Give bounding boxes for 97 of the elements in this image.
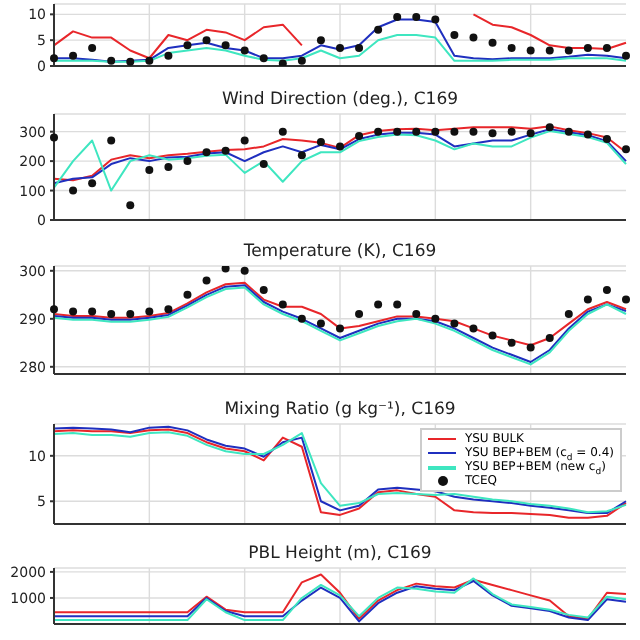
- point: [278, 127, 287, 136]
- point: [393, 127, 402, 136]
- point: [393, 300, 402, 309]
- point: [374, 25, 383, 34]
- point: [431, 15, 440, 24]
- point: [107, 136, 116, 145]
- point: [583, 295, 592, 304]
- point: [507, 43, 516, 52]
- point: [69, 51, 78, 60]
- point: [69, 186, 78, 195]
- point: [450, 31, 459, 39]
- point: [202, 36, 211, 45]
- point: [240, 46, 249, 55]
- point: [526, 343, 535, 352]
- point: [202, 148, 211, 157]
- point: [488, 129, 497, 138]
- point: [164, 305, 173, 314]
- point: [183, 290, 192, 299]
- point: [297, 151, 306, 160]
- point: [145, 165, 154, 174]
- point: [545, 334, 554, 342]
- point: [450, 127, 459, 136]
- point: [545, 46, 554, 55]
- chart-title: PBL Height (m), C169: [246, 544, 434, 564]
- point: [50, 305, 58, 314]
- point: [469, 33, 478, 42]
- point: [622, 51, 630, 60]
- point: [374, 300, 383, 309]
- point: [316, 36, 325, 45]
- chart-title: Temperature (K), C169: [241, 242, 439, 262]
- point: [469, 127, 478, 136]
- point: [316, 319, 325, 328]
- point: [221, 266, 230, 273]
- point: [145, 56, 154, 65]
- point: [507, 127, 516, 136]
- point: [336, 43, 344, 52]
- point: [297, 56, 306, 65]
- point: [259, 160, 268, 169]
- point: [240, 136, 249, 145]
- point: [107, 310, 116, 318]
- point: [602, 286, 611, 294]
- point: [107, 56, 116, 65]
- point: [69, 307, 78, 316]
- point: [336, 324, 344, 333]
- point: [202, 276, 211, 285]
- point: [622, 295, 630, 304]
- point: [278, 300, 287, 309]
- point: [278, 59, 287, 66]
- point: [183, 157, 192, 166]
- point: [488, 331, 497, 340]
- point: [126, 201, 135, 210]
- point: [336, 142, 344, 151]
- point: [602, 43, 611, 52]
- point: [526, 46, 535, 55]
- point: [88, 179, 97, 188]
- chart-title: Mixing Ratio (g kg⁻¹), C169: [222, 400, 458, 420]
- point: [412, 310, 421, 318]
- point: [622, 145, 630, 154]
- point: [221, 146, 230, 155]
- point: [602, 135, 611, 144]
- point: [126, 310, 135, 318]
- point: [221, 41, 230, 50]
- point: [412, 12, 421, 21]
- point: [183, 41, 192, 50]
- point: [469, 324, 478, 333]
- chart-title: Wind Direction (deg.), C169: [219, 90, 461, 110]
- point: [50, 133, 58, 142]
- point: [259, 54, 268, 63]
- point: [88, 307, 97, 316]
- point: [50, 54, 58, 63]
- point: [355, 132, 364, 141]
- point: [164, 163, 173, 171]
- point: [259, 286, 268, 294]
- point: [88, 43, 97, 52]
- point: [507, 338, 516, 347]
- point: [297, 314, 306, 323]
- point: [564, 127, 573, 136]
- point: [564, 46, 573, 55]
- point: [164, 51, 173, 60]
- point: [564, 310, 573, 318]
- point: [393, 12, 402, 21]
- point: [545, 123, 554, 132]
- point: [126, 57, 135, 66]
- point: [145, 307, 154, 316]
- point: [450, 319, 459, 328]
- point: [240, 266, 249, 275]
- point: [526, 129, 535, 138]
- point: [412, 127, 421, 136]
- point: [583, 43, 592, 52]
- point: [431, 127, 440, 136]
- point: [431, 314, 440, 323]
- point: [355, 310, 364, 318]
- point: [374, 127, 383, 136]
- point: [488, 38, 497, 47]
- point: [583, 130, 592, 139]
- point: [316, 137, 325, 146]
- point: [355, 43, 364, 52]
